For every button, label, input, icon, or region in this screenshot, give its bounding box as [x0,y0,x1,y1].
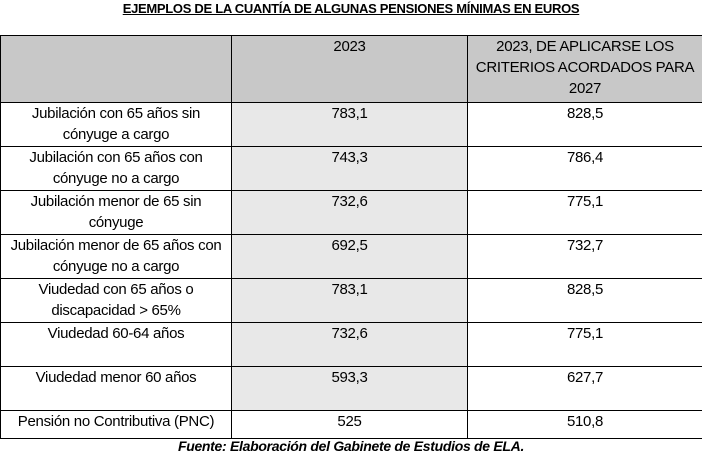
table-row: Viudedad menor 60 años 593,3 627,7 [0,366,702,411]
table-row: Pensión no Contributiva (PNC) 525 510,8 [0,410,702,439]
value-2023: 593,3 [231,366,468,411]
row-label: Jubilación menor de 65 años con cónyuge … [0,234,232,279]
table-title-text: EJEMPLOS DE LA CUANTÍA DE ALGUNAS PENSIO… [122,1,580,16]
row-label: Jubilación con 65 años con cónyuge no a … [0,146,232,191]
value-2027-criteria: 732,7 [467,234,702,279]
value-2023: 732,6 [231,190,468,235]
row-label: Jubilación con 65 años sin cónyuge a car… [0,102,232,147]
value-2023: 692,5 [231,234,468,279]
source-footnote: Fuente: Elaboración del Gabinete de Estu… [177,438,525,454]
table-row: Jubilación menor de 65 sin cónyuge 732,6… [0,190,702,235]
pensions-table: 2023 2023, DE APLICARSE LOS CRITERIOS AC… [0,35,702,439]
value-2027-criteria: 775,1 [467,190,702,235]
header-2023-criteria-2027: 2023, DE APLICARSE LOS CRITERIOS ACORDAD… [467,35,702,103]
value-2023: 525 [231,410,468,439]
header-2023: 2023 [231,35,468,103]
table-title: EJEMPLOS DE LA CUANTÍA DE ALGUNAS PENSIO… [0,0,702,18]
table-header-row: 2023 2023, DE APLICARSE LOS CRITERIOS AC… [0,35,702,103]
value-2023: 783,1 [231,102,468,147]
value-2027-criteria: 510,8 [467,410,702,439]
table-row: Jubilación menor de 65 años con cónyuge … [0,234,702,279]
value-2027-criteria: 828,5 [467,278,702,323]
value-2023: 732,6 [231,322,468,367]
table-row: Viudedad con 65 años o discapacidad > 65… [0,278,702,323]
value-2027-criteria: 627,7 [467,366,702,411]
value-2027-criteria: 786,4 [467,146,702,191]
header-empty-cell [0,35,232,103]
value-2027-criteria: 775,1 [467,322,702,367]
value-2027-criteria: 828,5 [467,102,702,147]
row-label: Viudedad con 65 años o discapacidad > 65… [0,278,232,323]
table-row: Jubilación con 65 años con cónyuge no a … [0,146,702,191]
table-row: Viudedad 60-64 años 732,6 775,1 [0,322,702,367]
value-2023: 743,3 [231,146,468,191]
table-row: Jubilación con 65 años sin cónyuge a car… [0,102,702,147]
value-2023: 783,1 [231,278,468,323]
row-label: Viudedad menor 60 años [0,366,232,411]
row-label: Viudedad 60-64 años [0,322,232,367]
row-label: Pensión no Contributiva (PNC) [0,410,232,439]
row-label: Jubilación menor de 65 sin cónyuge [0,190,232,235]
